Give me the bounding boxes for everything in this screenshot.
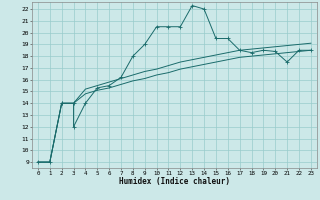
- X-axis label: Humidex (Indice chaleur): Humidex (Indice chaleur): [119, 177, 230, 186]
